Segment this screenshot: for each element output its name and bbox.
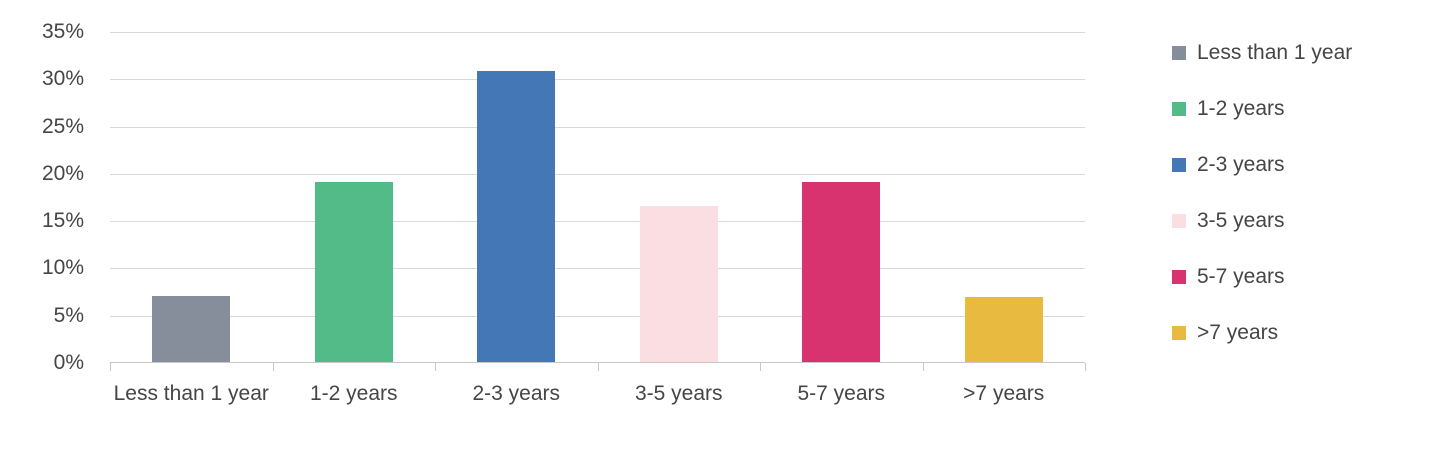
y-tick-label: 5% [53,303,84,327]
legend-swatch-icon [1172,158,1186,172]
legend-swatch-icon [1172,214,1186,228]
legend-label: 5-7 years [1197,265,1285,288]
y-tick-label: 25% [41,114,84,138]
x-tick-label: 2-3 years [472,382,561,405]
gridline [110,315,1085,317]
legend-label: 3-5 years [1197,209,1285,232]
y-tick-label: 0% [53,351,84,374]
bar-1-2-years [314,182,393,362]
gridline [110,32,1085,33]
y-tick-label: 15% [41,209,84,233]
x-axis-tick [922,363,924,371]
x-tick-label: Less than 1 year [113,382,269,405]
gridline [110,221,1085,223]
legend-item: 1-2 years [1172,81,1352,137]
bar-2-3-years [477,70,556,362]
x-tick-label: 1-2 years [309,382,398,405]
gridline [110,79,1085,81]
gridline [110,268,1085,270]
x-axis-tick [597,363,599,371]
x-axis-tick [435,363,436,371]
y-tick-label: 35% [41,20,84,43]
x-tick-label: >7 years [963,382,1045,405]
x-axis-line [110,362,1085,363]
legend-label: 2-3 years [1197,153,1285,176]
legend-swatch-icon [1172,270,1186,284]
legend-item: 2-3 years [1172,137,1352,193]
legend: Less than 1 year 1-2 years 2-3 years 3-5 ye… [1172,25,1352,361]
x-axis-tick [1085,363,1086,371]
plot-area [110,32,1086,371]
legend-item: 5-7 years [1172,249,1352,305]
y-tick-label: 30% [41,67,84,91]
legend-item: Less than 1 year [1172,25,1352,81]
legend-item: >7 years [1172,305,1352,361]
legend-label: 1-2 years [1197,97,1285,120]
legend-item: 3-5 years [1172,193,1352,249]
legend-label: Less than 1 year [1197,41,1353,64]
legend-swatch-icon [1172,102,1186,116]
x-tick-label: 3-5 years [634,382,723,405]
legend-swatch-icon [1172,326,1186,340]
x-axis-tick [272,363,274,371]
y-tick-label: 20% [41,161,84,185]
gridline [110,173,1085,175]
y-tick-label: 10% [41,256,84,280]
x-axis-tick [760,363,761,371]
legend-swatch-icon [1172,46,1186,60]
gridline [110,126,1085,128]
x-axis-tick [110,363,111,371]
x-tick-label: 5-7 years [797,382,886,405]
bar-5-7-years [802,182,881,362]
bar-less-than-1-year [152,295,231,362]
legend-label: >7 years [1197,321,1279,344]
bar-3-5-years [639,205,718,362]
bar--7-years [964,296,1043,362]
